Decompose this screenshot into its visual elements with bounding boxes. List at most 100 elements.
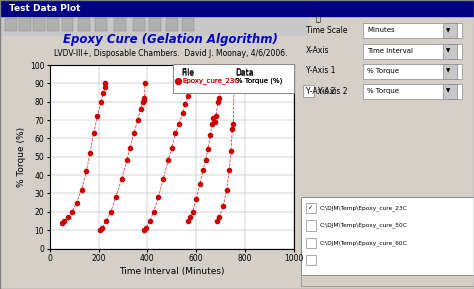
- Bar: [0, 0, 474, 16]
- Point: [202, 158, 210, 163]
- Bar: [306, 238, 316, 248]
- Text: Epoxy_cure_23C: Epoxy_cure_23C: [183, 77, 240, 84]
- Text: Time Scale: Time Scale: [306, 26, 347, 35]
- Bar: [166, 18, 178, 31]
- Point: [127, 145, 134, 150]
- Point: [186, 215, 194, 220]
- Point: [182, 101, 189, 106]
- Text: Y-Axis 2: Y-Axis 2: [318, 86, 347, 96]
- Point: [175, 121, 183, 126]
- Point: [219, 204, 227, 209]
- Point: [96, 228, 104, 232]
- Point: [196, 182, 204, 187]
- Point: [216, 215, 223, 220]
- Point: [101, 85, 109, 89]
- Text: Epoxy Cure (Gelation Algorithm): Epoxy Cure (Gelation Algorithm): [63, 33, 278, 45]
- Point: [189, 210, 196, 214]
- Point: [93, 114, 101, 119]
- Text: ▼: ▼: [446, 48, 450, 53]
- Point: [216, 96, 223, 100]
- Point: [86, 151, 94, 155]
- Point: [164, 158, 172, 163]
- Bar: [301, 275, 474, 286]
- Point: [204, 147, 212, 152]
- Bar: [0, 16, 308, 35]
- X-axis label: Time Interval (Minutes): Time Interval (Minutes): [119, 267, 225, 276]
- Bar: [133, 18, 145, 31]
- FancyBboxPatch shape: [173, 64, 294, 92]
- Point: [217, 81, 225, 86]
- Point: [168, 145, 175, 150]
- Point: [223, 188, 230, 192]
- Text: Minutes: Minutes: [367, 27, 395, 33]
- Text: Y-Axis 2: Y-Axis 2: [306, 86, 335, 96]
- Text: % Torque: % Torque: [367, 88, 400, 94]
- Point: [208, 121, 216, 126]
- Point: [142, 226, 150, 231]
- Point: [155, 195, 162, 199]
- Text: Data: Data: [235, 69, 254, 78]
- Point: [58, 221, 66, 225]
- Point: [101, 81, 109, 86]
- Bar: [149, 18, 161, 31]
- Text: C:\DJM\Temp\Epoxy_cure_60C: C:\DJM\Temp\Epoxy_cure_60C: [320, 240, 408, 246]
- Text: Epoxy_cure_23C: Epoxy_cure_23C: [183, 77, 240, 84]
- Point: [112, 195, 119, 199]
- Text: % Torque (%): % Torque (%): [236, 77, 282, 84]
- Bar: [363, 84, 462, 99]
- Bar: [306, 220, 316, 231]
- Point: [90, 131, 98, 135]
- Point: [82, 169, 90, 174]
- Point: [213, 219, 221, 223]
- Point: [68, 210, 75, 214]
- Text: % Torque (%): % Torque (%): [236, 77, 282, 84]
- Text: 🔧: 🔧: [315, 14, 320, 23]
- Point: [137, 107, 145, 111]
- Point: [99, 226, 106, 231]
- Point: [141, 81, 149, 86]
- Bar: [78, 18, 90, 31]
- Point: [139, 99, 146, 104]
- Text: % Torque: % Torque: [367, 68, 400, 74]
- Point: [134, 118, 141, 123]
- Bar: [443, 23, 457, 38]
- Point: [140, 96, 147, 100]
- Point: [141, 98, 148, 102]
- Bar: [47, 18, 59, 31]
- Point: [150, 210, 157, 214]
- Text: File: File: [182, 68, 195, 77]
- Text: Time Interval: Time Interval: [367, 48, 413, 53]
- Text: File: File: [182, 69, 195, 78]
- Point: [146, 219, 154, 223]
- Point: [140, 228, 147, 232]
- Point: [214, 99, 222, 104]
- Point: [187, 81, 194, 86]
- Point: [64, 215, 72, 220]
- Text: X-Axis: X-Axis: [306, 46, 329, 55]
- Bar: [301, 0, 474, 289]
- Bar: [182, 18, 194, 31]
- Point: [172, 131, 179, 135]
- Y-axis label: % Torque (%): % Torque (%): [17, 127, 26, 187]
- Point: [130, 131, 138, 135]
- Point: [230, 81, 238, 86]
- Text: LVDV-III+, Disposable Chambers.  David J. Moonay, 4/6/2006.: LVDV-III+, Disposable Chambers. David J.…: [54, 49, 287, 58]
- Text: Data: Data: [235, 68, 254, 77]
- Bar: [363, 44, 462, 59]
- Point: [228, 127, 236, 131]
- Bar: [33, 18, 45, 31]
- Bar: [5, 18, 17, 31]
- Point: [184, 94, 191, 99]
- Point: [118, 177, 126, 181]
- Bar: [62, 18, 73, 31]
- Point: [100, 90, 107, 95]
- Text: ▼: ▼: [446, 28, 450, 33]
- Point: [211, 120, 219, 124]
- Bar: [306, 255, 316, 265]
- Point: [73, 200, 81, 205]
- Text: ✓: ✓: [307, 205, 312, 211]
- Bar: [363, 23, 462, 38]
- Bar: [301, 197, 474, 275]
- Point: [107, 210, 115, 214]
- Text: Test Data Plot: Test Data Plot: [9, 3, 81, 13]
